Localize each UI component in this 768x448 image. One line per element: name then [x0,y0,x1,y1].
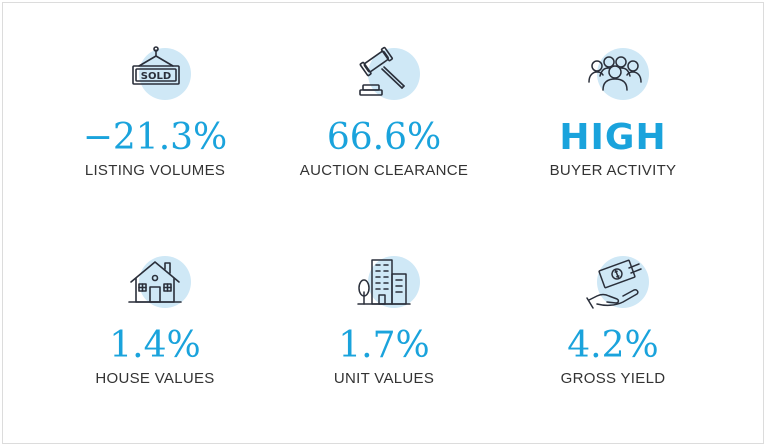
stat-value: 1.4% [109,325,201,366]
stat-value: 1.7% [338,325,430,366]
sold-sign-icon: SOLD [132,46,180,85]
stat-label: GROSS YIELD [560,370,666,387]
apartment-building-icon [357,259,411,305]
stat-label: HOUSE VALUES [95,370,215,387]
stat-auction-clearance: 66.6% AUCTION CLEARANCE [269,40,499,180]
stat-house-values: 1.4% HOUSE VALUES [40,248,270,388]
stat-label: BUYER ACTIVITY [549,162,677,179]
stat-listing-volumes: SOLD −21.3% LISTING VOLUMES [40,40,270,180]
money-hand-icon [586,259,642,309]
house-icon [128,261,182,303]
gavel-icon [359,46,405,96]
stat-value: 4.2% [567,325,659,366]
stat-gross-yield: 4.2% GROSS YIELD [498,248,728,388]
stat-label: UNIT VALUES [333,370,435,387]
stat-label: AUCTION CLEARANCE [299,162,469,179]
stat-value: 66.6% [326,117,442,158]
icon-circle [368,48,420,100]
stat-label: LISTING VOLUMES [84,162,226,179]
icon-circle [139,48,191,100]
crowd-icon [588,56,642,91]
stat-value: HIGH [559,117,667,158]
stat-buyer-activity: HIGH BUYER ACTIVITY [498,40,728,180]
sold-sign-text: SOLD [141,71,171,82]
stat-value: −21.3% [82,117,228,158]
stat-unit-values: 1.7% UNIT VALUES [269,248,499,388]
